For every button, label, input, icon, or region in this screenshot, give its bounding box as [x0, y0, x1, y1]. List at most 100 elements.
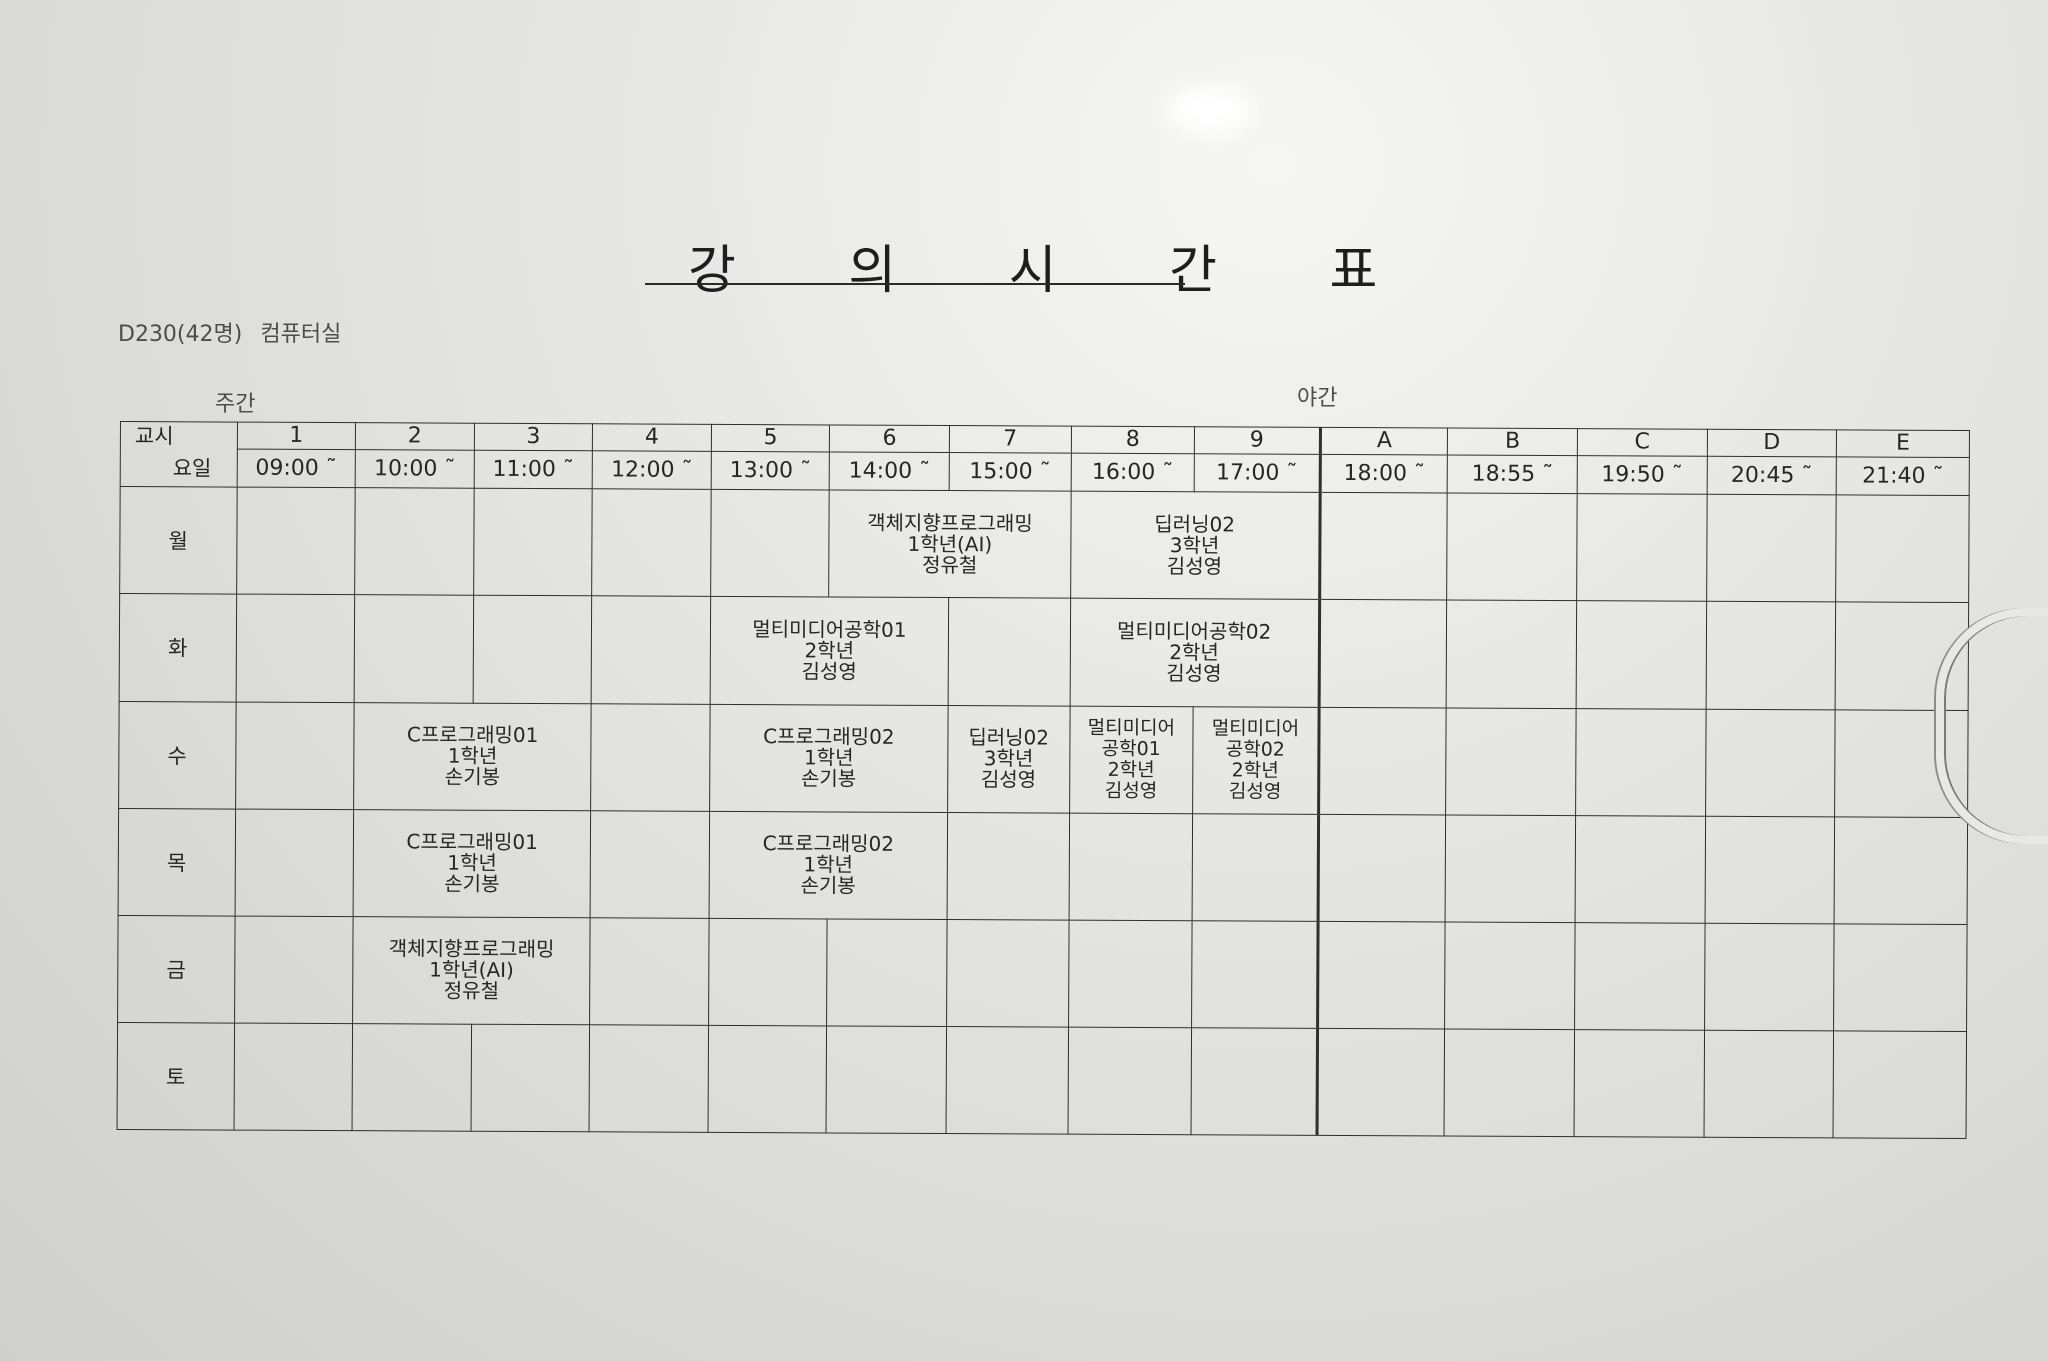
- empty-slot: [472, 595, 592, 704]
- course-name-cont: 공학02: [1225, 737, 1285, 761]
- course-cell: 딥러닝02 3학년 김성영: [947, 705, 1070, 813]
- row-monday: 월 객체지향프로그래밍 1학년(AI) 정유철 딥러닝02 3학년 김성영: [119, 486, 1970, 603]
- period-number: E: [1836, 429, 1970, 458]
- course-instructor: 김성영: [980, 767, 1037, 792]
- empty-slot: [352, 1023, 472, 1132]
- course-cell: 멀티미디어공학01 2학년 김성영: [709, 596, 949, 706]
- empty-slot: [945, 1026, 1069, 1135]
- empty-slot: [1575, 815, 1706, 923]
- course-cell: 객체지향프로그래밍 1학년(AI) 정유철: [829, 490, 1071, 599]
- empty-slot: [1067, 1026, 1192, 1135]
- period-number: D: [1706, 429, 1837, 457]
- course-cell: 멀티미디어 공학02 2학년 김성영: [1192, 706, 1319, 814]
- empty-slot: [1705, 601, 1836, 710]
- period-time: 09:00 ˜: [236, 448, 356, 488]
- empty-slot: [1573, 1029, 1705, 1138]
- room-name: 컴퓨터실: [260, 322, 342, 347]
- empty-slot: [591, 596, 711, 704]
- empty-slot: [1445, 814, 1576, 923]
- room-code: D230(42명): [118, 322, 243, 347]
- period-time: 17:00 ˜: [1194, 453, 1321, 493]
- period-time: 15:00 ˜: [949, 452, 1071, 492]
- empty-slot: [1068, 812, 1193, 921]
- period-time: 20:45 ˜: [1706, 455, 1837, 496]
- day-shift-label: 주간: [215, 392, 256, 417]
- course-name-cont: 공학01: [1101, 737, 1161, 760]
- row-friday: 금 객체지향프로그래밍 1학년(AI) 정유철: [117, 915, 1968, 1032]
- empty-slot: [589, 917, 709, 1026]
- empty-slot: [826, 1025, 947, 1134]
- empty-slot: [473, 488, 593, 597]
- empty-slot: [354, 595, 474, 703]
- empty-slot: [470, 1024, 590, 1132]
- course-instructor: 손기봉: [800, 766, 857, 791]
- room-info: D230(42명) 컴퓨터실: [118, 316, 341, 348]
- period-time: 13:00 ˜: [710, 450, 830, 491]
- empty-slot: [234, 808, 354, 917]
- empty-slot: [1574, 922, 1705, 1031]
- empty-slot: [1703, 1030, 1834, 1138]
- period-time: 19:50 ˜: [1577, 455, 1707, 495]
- course-instructor: 김성영: [1104, 779, 1158, 802]
- period-number: A: [1320, 427, 1448, 455]
- empty-slot: [1833, 923, 1968, 1032]
- course-instructor: 정유철: [443, 978, 500, 1004]
- empty-slot: [234, 915, 354, 1024]
- period-time: 10:00 ˜: [355, 449, 475, 489]
- empty-slot: [946, 919, 1069, 1027]
- empty-slot: [1068, 919, 1193, 1028]
- empty-slot: [1319, 492, 1448, 601]
- empty-slot: [1704, 815, 1835, 924]
- empty-slot: [233, 1022, 353, 1131]
- day-label: 목: [118, 808, 236, 916]
- light-glare: [1165, 85, 1255, 135]
- empty-slot: [1191, 920, 1318, 1029]
- course-instructor: 김성영: [1228, 779, 1282, 803]
- empty-slot: [708, 918, 828, 1026]
- empty-slot: [1705, 708, 1836, 817]
- course-instructor: 손기봉: [800, 873, 856, 898]
- period-number: 1: [236, 422, 356, 450]
- course-instructor: 김성영: [1166, 553, 1223, 579]
- course-name: 멀티미디어: [1211, 716, 1300, 740]
- empty-slot: [1446, 493, 1578, 602]
- day-label: 월: [119, 486, 237, 595]
- course-cell: C프로그래밍02 1학년 손기봉: [708, 810, 948, 920]
- course-year: 2학년: [1231, 758, 1279, 782]
- course-instructor: 손기봉: [444, 764, 501, 789]
- period-time: 18:00 ˜: [1319, 453, 1448, 494]
- night-shift-label: 야간: [1297, 386, 1338, 411]
- empty-slot: [1445, 707, 1577, 816]
- period-time: 11:00 ˜: [473, 449, 593, 490]
- row-thursday: 목 C프로그래밍01 1학년 손기봉 C프로그래밍02 1학년 손기봉: [118, 808, 1968, 925]
- empty-slot: [591, 489, 711, 597]
- day-label: 수: [118, 700, 236, 809]
- row-wednesday: 수 C프로그래밍01 1학년 손기봉 C프로그래밍02 1학년 손기봉 딥러닝0…: [118, 700, 1969, 818]
- corner-day-label: 요일: [172, 456, 212, 481]
- empty-slot: [1576, 601, 1707, 709]
- period-time: 16:00 ˜: [1070, 452, 1195, 493]
- empty-slot: [707, 1025, 827, 1133]
- empty-slot: [1192, 813, 1319, 922]
- period-number: 4: [592, 423, 712, 451]
- empty-slot: [590, 810, 710, 919]
- empty-slot: [589, 1024, 709, 1133]
- empty-slot: [1444, 1028, 1575, 1137]
- course-instructor: 김성영: [1166, 661, 1222, 686]
- empty-slot: [590, 703, 710, 811]
- row-tuesday: 화 멀티미디어공학01 2학년 김성영 멀티미디어공학02 2학년 김성영: [119, 593, 1969, 711]
- empty-slot: [1318, 706, 1447, 815]
- course-cell: 딥러닝02 3학년 김성영: [1070, 491, 1320, 600]
- period-time: 14:00 ˜: [829, 451, 950, 491]
- page-title: 강 의 시 간 표: [688, 241, 1426, 301]
- course-cell: 객체지향프로그래밍 1학년(AI) 정유철: [352, 916, 591, 1025]
- empty-slot: [826, 918, 948, 1027]
- empty-slot: [1835, 495, 1970, 603]
- empty-slot: [1316, 1028, 1445, 1136]
- period-number: 7: [949, 425, 1072, 453]
- empty-slot: [947, 812, 1070, 920]
- empty-slot: [1318, 599, 1447, 708]
- empty-slot: [236, 487, 356, 596]
- empty-slot: [1704, 922, 1835, 1031]
